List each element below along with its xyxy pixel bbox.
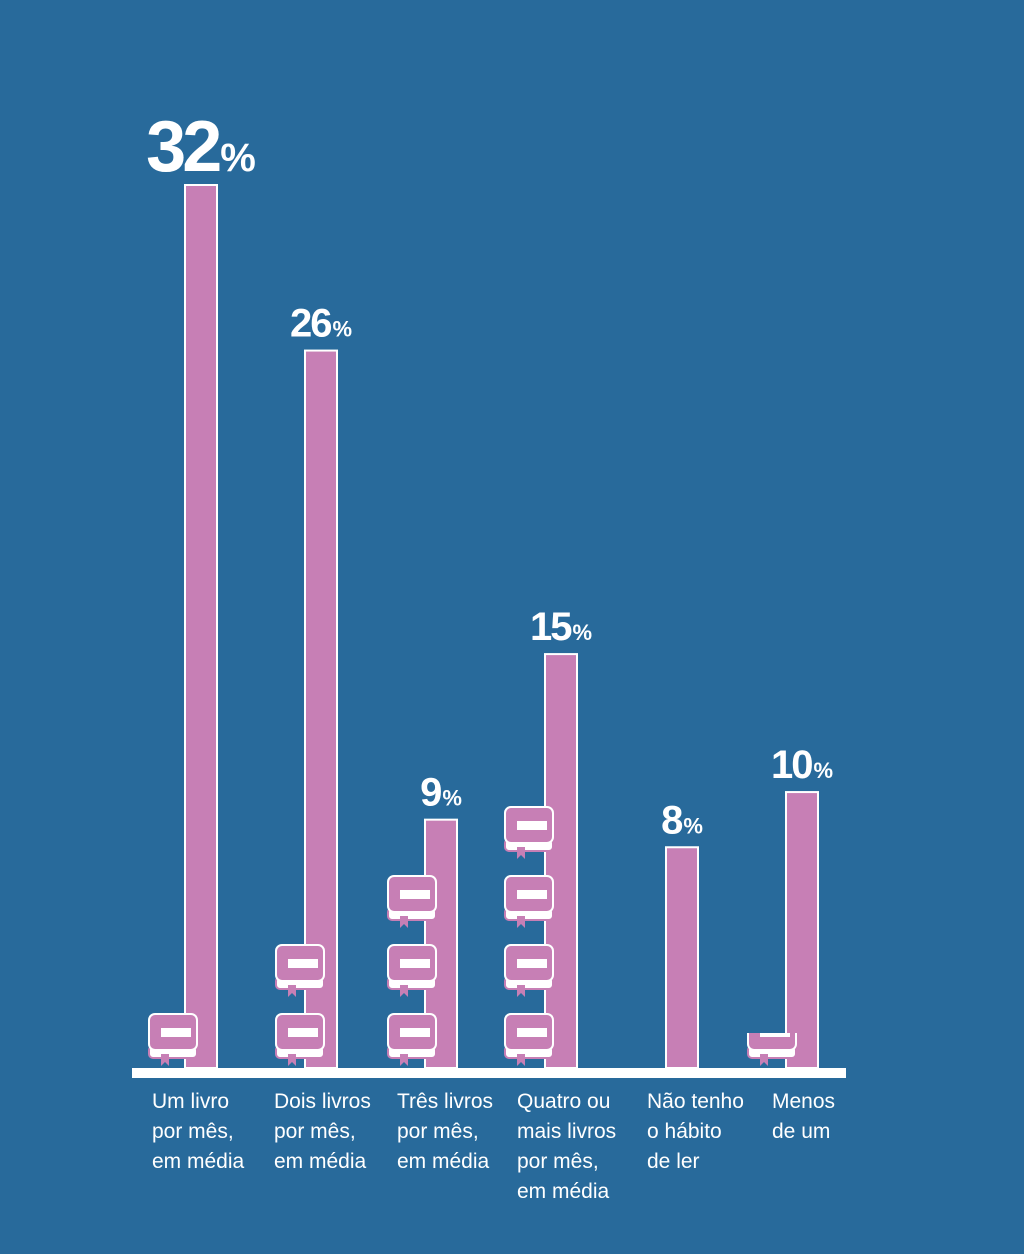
bar bbox=[785, 791, 819, 1069]
value-label: 9% bbox=[420, 771, 462, 815]
category-label: Dois livros por mês, em média bbox=[274, 1087, 371, 1177]
book-icon bbox=[504, 944, 554, 997]
category-label-line: Três livros bbox=[397, 1090, 494, 1113]
category-label-line: por mês, bbox=[152, 1120, 234, 1143]
category-label-line: Um livro bbox=[152, 1090, 229, 1113]
value-label: 15% bbox=[530, 605, 592, 649]
category-label-line: em média bbox=[397, 1150, 490, 1173]
category-label-line: Menos bbox=[772, 1090, 836, 1113]
book-icon bbox=[504, 875, 554, 928]
book-icon bbox=[504, 806, 554, 859]
bar bbox=[544, 653, 578, 1069]
category-label-line: Quatro ou bbox=[517, 1090, 611, 1113]
book-icon bbox=[148, 1013, 198, 1066]
category-label-line: por mês, bbox=[517, 1150, 599, 1173]
category-label: Um livro por mês, em média bbox=[152, 1087, 244, 1177]
book-icon bbox=[275, 944, 325, 997]
category-label: Três livros por mês, em média bbox=[397, 1087, 493, 1177]
category-label-line: em média bbox=[274, 1150, 367, 1173]
book-icon bbox=[275, 1013, 325, 1066]
category-label-line: em média bbox=[152, 1150, 245, 1173]
category-label: Quatro ou mais livros por mês, em média bbox=[517, 1087, 616, 1207]
value-label: 10% bbox=[771, 743, 833, 787]
category-label-line: por mês, bbox=[397, 1120, 479, 1143]
category-label-line: Não tenho bbox=[647, 1090, 744, 1113]
value-label: 8% bbox=[661, 798, 703, 842]
category-label: Não tenho o hábito de ler bbox=[647, 1087, 744, 1177]
category-label: Menos de um bbox=[772, 1087, 835, 1147]
book-icon bbox=[387, 1013, 437, 1066]
book-icon bbox=[387, 944, 437, 997]
category-label-line: Dois livros bbox=[274, 1090, 371, 1113]
category-label-line: de um bbox=[772, 1120, 831, 1143]
value-label: 32% bbox=[146, 107, 256, 187]
category-label-line: em média bbox=[517, 1180, 610, 1203]
book-icon bbox=[387, 875, 437, 928]
category-label-line: mais livros bbox=[517, 1120, 617, 1143]
category-label-line: por mês, bbox=[274, 1120, 356, 1143]
bar bbox=[184, 184, 218, 1069]
book-icon bbox=[747, 1033, 797, 1066]
bar bbox=[665, 846, 699, 1069]
book-icon bbox=[504, 1013, 554, 1066]
value-label: 26% bbox=[290, 302, 352, 346]
category-label-line: o hábito bbox=[647, 1120, 722, 1143]
category-label-line: de ler bbox=[647, 1150, 700, 1173]
axis-baseline bbox=[132, 1068, 846, 1078]
